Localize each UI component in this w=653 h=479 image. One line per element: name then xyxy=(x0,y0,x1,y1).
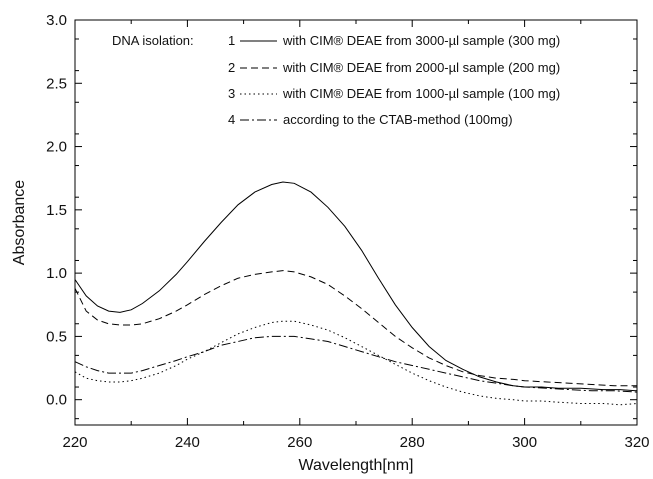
x-axis-title: Wavelength[nm] xyxy=(298,457,413,474)
series-line-1 xyxy=(74,181,638,392)
series-layer xyxy=(74,181,638,406)
y-axis-title: Absorbance xyxy=(11,180,28,265)
y-tick-label: 2.5 xyxy=(46,75,67,92)
plot-frame xyxy=(74,19,638,426)
legend: DNA isolation: 1 with CIM® DEAE from 3000… xyxy=(112,33,560,127)
series-line-4 xyxy=(74,335,638,393)
plot-area xyxy=(74,19,638,426)
y-tick-label: 0.5 xyxy=(46,328,67,345)
y-axis: 0.0 0.5 1.0 1.5 2.0 2.5 3.0 xyxy=(46,12,637,420)
legend-label-3: with CIM® DEAE from 1000-µl sample (100 … xyxy=(282,86,560,101)
x-tick-label: 260 xyxy=(287,434,312,451)
legend-label-2: with CIM® DEAE from 2000-µl sample (200 … xyxy=(282,60,560,75)
x-axis: 220 240 260 280 300 320 xyxy=(62,20,650,451)
legend-number: 1 xyxy=(228,33,235,48)
x-tick-label: 280 xyxy=(400,434,425,451)
legend-label-1: with CIM® DEAE from 3000-µl sample (300 … xyxy=(282,33,560,48)
legend-number: 4 xyxy=(228,112,235,127)
y-tick-label: 1.5 xyxy=(46,202,67,219)
x-tick-label: 220 xyxy=(62,434,87,451)
series-line-3 xyxy=(74,320,638,406)
legend-number: 3 xyxy=(228,86,235,101)
y-tick-label: 1.0 xyxy=(46,265,67,282)
x-tick-label: 240 xyxy=(175,434,200,451)
legend-number: 2 xyxy=(228,60,235,75)
y-tick-label: 2.0 xyxy=(46,139,67,156)
x-tick-label: 300 xyxy=(512,434,537,451)
y-tick-label: 3.0 xyxy=(46,12,67,29)
x-tick-label: 320 xyxy=(624,434,649,451)
legend-heading: DNA isolation: xyxy=(112,33,194,48)
series-line-2 xyxy=(74,270,637,387)
y-tick-label: 0.0 xyxy=(46,392,67,409)
legend-label-4: according to the CTAB-method (100mg) xyxy=(283,112,513,127)
